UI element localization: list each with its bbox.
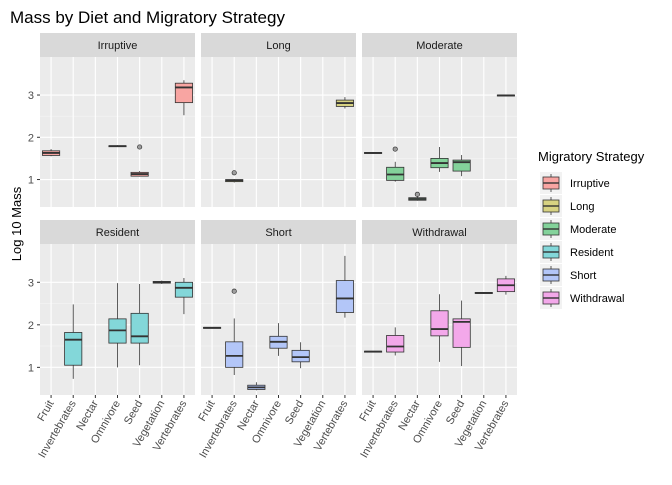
facet-strip: [362, 33, 517, 57]
boxplot-seed: [130, 283, 149, 366]
box-iqr: [130, 312, 149, 344]
legend-label: Moderate: [570, 224, 616, 236]
boxplot-invertebrates: [386, 146, 405, 182]
boxplot-invertebrates: [225, 170, 244, 183]
boxplot-invertebrates: [64, 304, 83, 379]
boxplot-invertebrates: [225, 288, 244, 376]
legend-item-withdrawal: Withdrawal: [540, 287, 624, 309]
boxplot-vertebrates: [335, 255, 354, 318]
legend-item-long: Long: [540, 195, 594, 217]
box-iqr: [291, 349, 310, 363]
y-tick-label: 2: [28, 320, 34, 332]
facet-strip-label: Irruptive: [98, 40, 138, 52]
x-tick-label: Fruit: [357, 399, 378, 424]
y-tick-label: 2: [28, 132, 34, 144]
outlier-point: [414, 191, 420, 197]
facet-strip-label: Moderate: [416, 40, 462, 52]
facet-strip-label: Resident: [96, 227, 139, 239]
legend: Migratory Strategy Irruptive Long Moderate…: [538, 149, 645, 309]
chart-title: Mass by Diet and Migratory Strategy: [10, 8, 285, 27]
boxplot-vegetation: [152, 280, 171, 284]
panel-resident: Resident123FruitInvertebratesNectarOmniv…: [28, 220, 195, 460]
box-iqr: [452, 159, 471, 172]
y-tick-label: 3: [28, 90, 34, 102]
boxplot-seed: [291, 342, 310, 369]
boxplot-vertebrates: [496, 94, 515, 97]
legend-item-short: Short: [540, 264, 596, 286]
panel-withdrawal: WithdrawalFruitInvertebratesNectarOmnivo…: [357, 220, 517, 460]
facet-strip: [40, 220, 195, 244]
outlier-point: [137, 144, 143, 150]
boxplot-vertebrates: [174, 278, 193, 315]
x-tick-label: Seed: [283, 399, 306, 427]
legend-title: Migratory Strategy: [538, 149, 645, 164]
legend-label: Short: [570, 270, 596, 282]
boxplot-fruit: [203, 326, 222, 329]
legend-label: Resident: [570, 247, 613, 259]
boxplot-vegetation: [474, 292, 493, 294]
boxplot-vertebrates: [174, 80, 193, 116]
boxplot-fruit: [42, 149, 61, 157]
x-tick-label: Seed: [122, 399, 145, 427]
x-tick-label: Fruit: [196, 399, 217, 424]
y-tick-label: 1: [28, 362, 34, 374]
box-iqr: [452, 318, 471, 348]
legend-label: Irruptive: [570, 178, 610, 190]
boxplot-nectar: [408, 191, 427, 201]
box-iqr: [430, 310, 449, 337]
boxplot-omnivore: [108, 283, 127, 368]
boxplot-omnivore: [430, 294, 449, 362]
boxplot-invertebrates: [386, 327, 405, 356]
box-iqr: [335, 280, 354, 313]
outlier-point: [231, 288, 237, 294]
outlier-point: [392, 146, 398, 152]
facet-strip: [201, 33, 356, 57]
outlier-point: [231, 170, 237, 176]
box-iqr: [174, 281, 193, 298]
box-iqr: [64, 332, 83, 366]
boxplot-fruit: [364, 350, 383, 353]
boxplot-omnivore: [269, 323, 288, 356]
box-iqr: [174, 82, 193, 104]
boxplot-nectar: [247, 382, 266, 391]
legend-label: Withdrawal: [570, 293, 624, 305]
box-iqr: [386, 335, 405, 353]
facet-strip-label: Withdrawal: [412, 227, 466, 239]
facet-strip: [40, 33, 195, 57]
facet-strip-label: Long: [266, 40, 290, 52]
panel-irruptive: Irruptive 1 2 3: [28, 33, 195, 207]
facet-panels: Irruptive 1 2 3 Long Moderate Resident 1 2 3 Fruit…: [28, 33, 517, 460]
boxplot-vertebrates: [335, 97, 354, 109]
panel-short: ShortFruitInvertebratesNectarOmnivoreSee…: [196, 220, 356, 460]
x-tick-label: Seed: [444, 399, 467, 427]
y-axis-title: Log 10 Mass: [9, 186, 24, 261]
boxplot-seed: [452, 155, 471, 177]
boxplot-seed: [452, 300, 471, 367]
panel-long: Long: [201, 33, 356, 207]
boxplot-fruit: [364, 152, 383, 154]
legend-item-moderate: Moderate: [540, 218, 616, 240]
legend-item-irruptive: Irruptive: [540, 172, 610, 194]
facet-strip: [201, 220, 356, 244]
legend-label: Long: [570, 201, 594, 213]
boxplot-omnivore: [430, 147, 449, 172]
facet-strip-label: Short: [265, 227, 291, 239]
y-tick-label: 1: [28, 175, 34, 187]
boxplot-seed: [130, 144, 149, 177]
box-iqr: [225, 341, 244, 368]
boxplot-omnivore: [108, 145, 127, 148]
boxplot-vertebrates: [496, 275, 515, 295]
legend-item-resident: Resident: [540, 241, 613, 263]
facet-strip: [362, 220, 517, 244]
x-tick-label: Fruit: [35, 399, 56, 424]
y-tick-label: 3: [28, 277, 34, 289]
panel-moderate: Moderate: [362, 33, 517, 207]
